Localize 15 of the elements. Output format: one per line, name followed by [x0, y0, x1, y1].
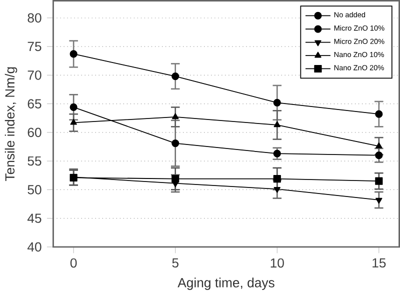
y-tick-label: 75 — [28, 42, 42, 52]
y-tick-label: 40 — [27, 242, 42, 252]
x-tick-label: 10 — [270, 258, 284, 268]
y-tick-label: 60 — [28, 128, 42, 138]
y-tick-label: 50 — [28, 185, 42, 194]
x-tick-label: 0 — [70, 258, 77, 268]
y-tick-label: 55 — [28, 156, 42, 166]
x-axis-title: Aging time, days — [178, 278, 274, 290]
y-axis-title: Tensile index, Nm/g — [4, 67, 18, 182]
y-tick-label: 45 — [27, 214, 42, 223]
y-tick-label: 80 — [28, 13, 42, 23]
y-tick-label: 65 — [28, 99, 42, 109]
x-tick-label: 15 — [372, 258, 386, 268]
y-tick-label: 70 — [28, 70, 42, 80]
x-tick-label: 5 — [172, 258, 178, 268]
